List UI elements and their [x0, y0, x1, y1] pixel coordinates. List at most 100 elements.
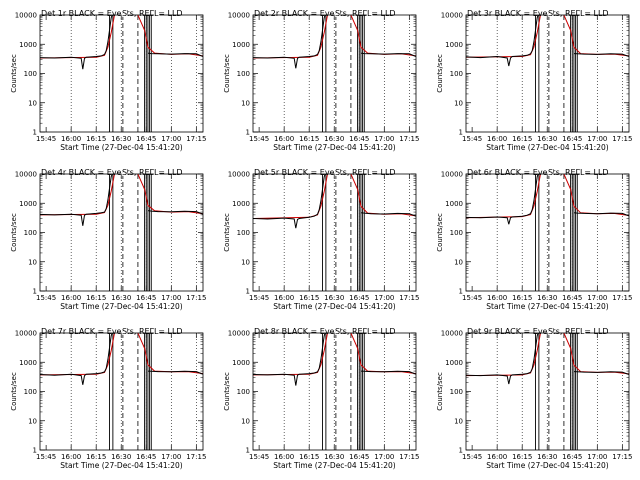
y-tick-label-0: 1 — [33, 288, 37, 296]
series-events-line-post — [573, 371, 629, 375]
y-tick-label-4: 10000 — [15, 330, 37, 338]
y-tick-label-3: 1000 — [19, 200, 37, 208]
x-tick-label-2: 16:15 — [299, 135, 319, 143]
x-axis-label: Start Time (27-Dec-04 15:41:20) — [60, 143, 182, 152]
y-tick-label-1: 10 — [241, 99, 250, 107]
x-tick-label-0: 15:45 — [249, 135, 269, 143]
panel-title: Det 1r BLACK = Events, RED = LLD — [41, 9, 183, 18]
x-axis-label: Start Time (27-Dec-04 15:41:20) — [486, 461, 608, 470]
series-events-line-post — [360, 52, 416, 57]
plot-area — [40, 15, 203, 132]
x-tick-label-6: 17:15 — [612, 135, 632, 143]
x-tick-label-2: 16:15 — [512, 294, 532, 302]
y-tick-label-3: 1000 — [232, 200, 250, 208]
x-tick-label-2: 16:15 — [86, 294, 106, 302]
series-events-line — [466, 333, 539, 385]
y-tick-label-0: 1 — [459, 288, 463, 296]
x-axis-label: Start Time (27-Dec-04 15:41:20) — [486, 302, 608, 311]
panel-title: Det 5r BLACK = Events, RED = LLD — [254, 168, 396, 177]
y-tick-label-4: 10000 — [441, 12, 463, 20]
panel-title: Det 8r BLACK = Events, RED = LLD — [254, 327, 396, 336]
y-axis-label: Counts/sec — [436, 372, 444, 411]
x-tick-label-0: 15:45 — [462, 453, 482, 461]
x-tick-label-1: 16:00 — [487, 135, 507, 143]
y-tick-label-1: 10 — [28, 417, 37, 425]
x-tick-label-1: 16:00 — [274, 135, 294, 143]
marker-label-1: L — [154, 327, 159, 336]
plot-area — [253, 174, 416, 291]
y-tick-label-2: 100 — [24, 388, 37, 396]
x-tick-label-1: 16:00 — [61, 453, 81, 461]
y-tick-label-4: 10000 — [441, 171, 463, 179]
y-tick-label-0: 1 — [459, 129, 463, 137]
y-axis-label: Counts/sec — [10, 54, 18, 93]
x-tick-label-3: 16:30 — [324, 294, 344, 302]
marker-label-0: S — [548, 168, 553, 177]
series-events-line — [40, 333, 113, 385]
x-tick-label-4: 16:45 — [136, 453, 156, 461]
y-tick-label-0: 1 — [246, 288, 250, 296]
series-events-line-post — [573, 212, 629, 217]
marker-label-0: S — [548, 327, 553, 336]
y-axis-label: Counts/sec — [436, 213, 444, 252]
series-events-line-post — [147, 210, 203, 215]
series-events-line-post — [147, 52, 203, 57]
series-events-line-post — [573, 53, 629, 57]
y-axis-label: Counts/sec — [223, 213, 231, 252]
panel-title: Det 3r BLACK = Events, RED = LLD — [467, 9, 609, 18]
panel-title: Det 2r BLACK = Events, RED = LLD — [254, 9, 396, 18]
y-tick-label-0: 1 — [33, 447, 37, 455]
chart-panel-4: 1 10 100 1000 10000 15:45 16:00 16:15 16:30 16:45… — [10, 167, 206, 311]
panel-title: Det 9r BLACK = Events, RED = LLD — [467, 327, 609, 336]
y-axis-label: Counts/sec — [436, 54, 444, 93]
marker-label-1: L — [367, 168, 372, 177]
y-tick-label-2: 100 — [450, 229, 463, 237]
y-tick-label-4: 10000 — [228, 171, 250, 179]
x-tick-label-1: 16:00 — [487, 294, 507, 302]
x-tick-label-5: 17:00 — [161, 135, 181, 143]
x-axis-label: Start Time (27-Dec-04 15:41:20) — [273, 143, 395, 152]
x-tick-label-5: 17:00 — [374, 294, 394, 302]
x-tick-label-4: 16:45 — [562, 135, 582, 143]
chart-panel-1: 1 10 100 1000 10000 15:45 16:00 16:15 16:30 16:45… — [10, 8, 206, 152]
x-tick-label-5: 17:00 — [587, 294, 607, 302]
chart-panel-6: 1 10 100 1000 10000 15:45 16:00 16:15 16:30 16:45… — [436, 167, 632, 311]
y-tick-label-0: 1 — [459, 447, 463, 455]
x-tick-label-4: 16:45 — [136, 135, 156, 143]
x-tick-label-5: 17:00 — [161, 453, 181, 461]
y-tick-label-1: 10 — [241, 417, 250, 425]
x-tick-label-3: 16:30 — [537, 294, 557, 302]
y-tick-label-3: 1000 — [19, 41, 37, 49]
marker-label-1: L — [154, 168, 159, 177]
x-tick-label-1: 16:00 — [274, 294, 294, 302]
y-tick-label-1: 10 — [241, 258, 250, 266]
marker-label-0: S — [122, 9, 127, 18]
marker-label-1: L — [154, 9, 159, 18]
plot-area — [466, 15, 629, 132]
marker-label-1: L — [367, 327, 372, 336]
x-tick-label-3: 16:30 — [111, 453, 131, 461]
y-axis-label: Counts/sec — [223, 372, 231, 411]
x-tick-label-5: 17:00 — [374, 135, 394, 143]
x-tick-label-2: 16:15 — [299, 294, 319, 302]
y-tick-label-1: 10 — [454, 99, 463, 107]
series-events-line-post — [147, 370, 203, 375]
plot-area — [466, 333, 629, 450]
y-tick-label-2: 100 — [450, 388, 463, 396]
marker-label-0: S — [548, 9, 553, 18]
marker-label-1: L — [580, 9, 585, 18]
y-axis-label: Counts/sec — [223, 54, 231, 93]
x-tick-label-4: 16:45 — [349, 453, 369, 461]
x-tick-label-0: 15:45 — [249, 453, 269, 461]
y-tick-label-2: 100 — [237, 388, 250, 396]
x-tick-label-0: 15:45 — [249, 294, 269, 302]
x-tick-label-0: 15:45 — [36, 294, 56, 302]
x-tick-label-1: 16:00 — [61, 294, 81, 302]
marker-label-1: L — [580, 168, 585, 177]
y-tick-label-1: 10 — [454, 258, 463, 266]
chart-panel-2: 1 10 100 1000 10000 15:45 16:00 16:15 16:30 16:45… — [223, 8, 419, 152]
x-axis-label: Start Time (27-Dec-04 15:41:20) — [273, 302, 395, 311]
x-tick-label-1: 16:00 — [274, 453, 294, 461]
y-tick-label-1: 10 — [454, 417, 463, 425]
